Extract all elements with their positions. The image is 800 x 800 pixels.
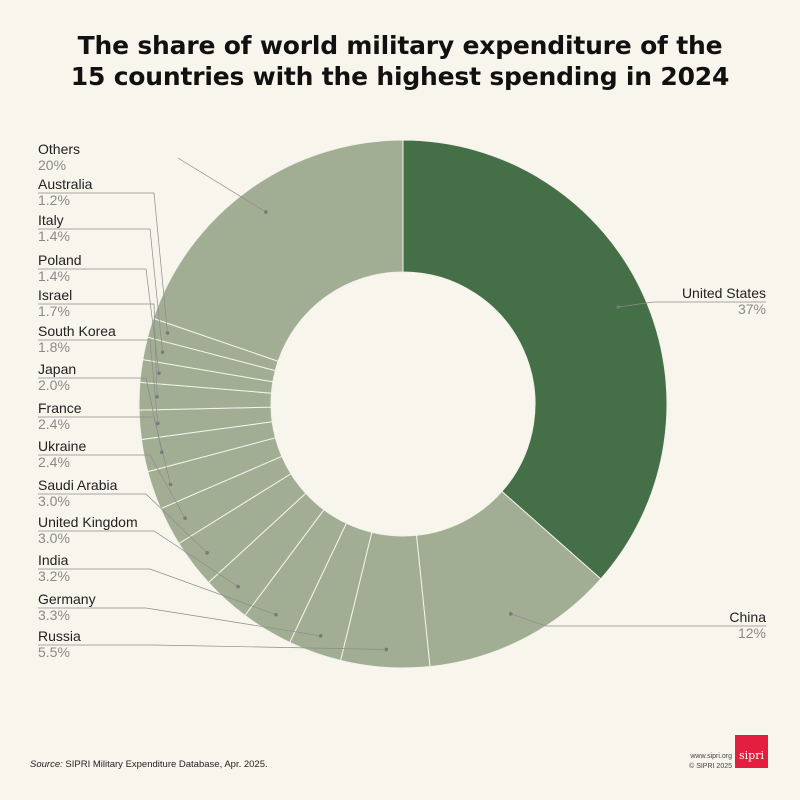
label-russia: Russia xyxy=(38,628,81,644)
leader-dot-france xyxy=(168,482,173,487)
value-japan: 2.0% xyxy=(38,377,70,393)
value-france: 2.4% xyxy=(38,416,70,432)
value-israel: 1.7% xyxy=(38,303,70,319)
label-japan: Japan xyxy=(38,361,76,377)
label-germany: Germany xyxy=(38,591,96,607)
label-others: Others xyxy=(38,141,80,157)
leader-line-saudi-arabia xyxy=(38,493,208,554)
value-south-korea: 1.8% xyxy=(38,339,70,355)
leader-line-south-korea xyxy=(38,339,159,424)
value-saudi-arabia: 3.0% xyxy=(38,493,70,509)
label-israel: Israel xyxy=(38,287,72,303)
value-others: 20% xyxy=(38,157,66,173)
credits-copyright: © SIPRI 2025 xyxy=(689,763,732,770)
leader-dot-russia xyxy=(384,647,389,652)
leader-line-italy xyxy=(38,228,163,353)
credits-url[interactable]: www.sipri.org xyxy=(690,753,732,760)
leader-line-china xyxy=(510,613,766,627)
slice-others xyxy=(152,139,404,362)
leader-line-ukraine xyxy=(38,454,186,519)
leader-line-australia xyxy=(38,192,168,333)
label-australia: Australia xyxy=(38,176,93,192)
label-south-korea: South Korea xyxy=(38,323,116,339)
leader-dot-india xyxy=(274,612,278,617)
label-india: India xyxy=(38,552,69,568)
leader-line-poland xyxy=(38,268,160,374)
leader-dot-others xyxy=(264,210,268,214)
leader-line-india xyxy=(38,568,277,615)
leader-lines xyxy=(38,157,766,652)
leader-line-russia xyxy=(38,644,387,650)
leader-line-germany xyxy=(38,607,321,637)
donut-slices xyxy=(138,139,668,669)
source-text: SIPRI Military Expenditure Database, Apr… xyxy=(65,759,268,770)
chart-title: The share of world military expenditure … xyxy=(0,30,800,92)
value-united-kingdom: 3.0% xyxy=(38,530,70,546)
value-italy: 1.4% xyxy=(38,228,70,244)
leader-line-japan xyxy=(38,377,163,453)
leader-dot-italy xyxy=(160,350,165,354)
value-australia: 1.2% xyxy=(38,192,70,208)
source-note: Source: SIPRI Military Expenditure Datab… xyxy=(30,759,268,770)
value-poland: 1.4% xyxy=(38,268,70,284)
value-germany: 3.3% xyxy=(38,607,70,623)
label-united-kingdom: United Kingdom xyxy=(38,514,138,530)
label-united-states: United States xyxy=(682,285,766,301)
value-russia: 5.5% xyxy=(38,644,70,660)
leader-line-united-kingdom xyxy=(38,530,239,587)
value-india: 3.2% xyxy=(38,568,70,584)
label-saudi-arabia: Saudi Arabia xyxy=(38,477,118,493)
credits: www.sipri.org © SIPRI 2025 xyxy=(689,752,732,772)
chart-title-line-2: 15 countries with the highest spending i… xyxy=(70,62,730,91)
label-italy: Italy xyxy=(38,212,64,228)
label-ukraine: Ukraine xyxy=(38,438,86,454)
label-china: China xyxy=(729,609,766,625)
value-china: 12% xyxy=(738,625,766,641)
slice-united-states xyxy=(402,139,668,580)
sipri-logo: sipri xyxy=(735,735,768,768)
label-france: France xyxy=(38,400,82,416)
leader-line-others xyxy=(177,157,267,213)
value-united-states: 37% xyxy=(738,301,766,317)
chart-title-line-1: The share of world military expenditure … xyxy=(77,31,723,60)
value-ukraine: 2.4% xyxy=(38,454,70,470)
source-prefix: Source: xyxy=(30,759,63,770)
leader-line-israel xyxy=(38,303,158,397)
label-poland: Poland xyxy=(38,252,82,268)
leader-line-united-states xyxy=(618,301,766,308)
